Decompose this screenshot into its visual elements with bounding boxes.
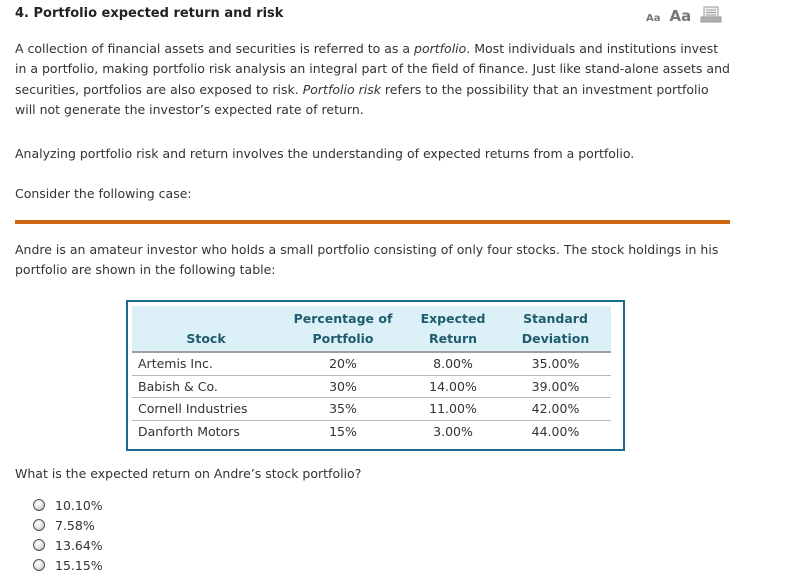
cell-stock: Artemis Inc.	[132, 352, 280, 376]
option-label[interactable]: 10.10%	[55, 497, 103, 513]
radio-button[interactable]	[33, 559, 45, 571]
cell-percentage: 35%	[280, 397, 406, 421]
table-row: Cornell Industries 35% 11.00% 42.00%	[132, 397, 611, 421]
cell-stock: Danforth Motors	[138, 423, 240, 439]
option-label[interactable]: 7.58%	[55, 517, 95, 533]
cell-stock: Cornell Industries	[132, 397, 280, 421]
analysis-paragraph: Analyzing portfolio risk and return invo…	[15, 146, 635, 161]
radio-button[interactable]	[33, 499, 45, 511]
cell-expected-return: 8.00%	[406, 352, 500, 376]
cell-expected-return: 14.00%	[406, 375, 500, 398]
option-label[interactable]: 15.15%	[55, 557, 103, 573]
table-row: Artemis Inc. 20% 8.00% 35.00%	[132, 352, 611, 376]
holdings-table-container: Stock Percentage of Portfolio Expected Ret…	[126, 300, 625, 451]
cell-expected-return: 11.00%	[406, 397, 500, 421]
cell-std-dev: 35.00%	[500, 352, 611, 376]
cell-std-dev: 42.00%	[500, 397, 611, 421]
toolbar: Aa Aa	[646, 5, 722, 25]
question-title: 4. Portfolio expected return and risk	[15, 6, 284, 21]
table-row: Babish & Co. 30% 14.00% 39.00%	[132, 375, 611, 398]
case-paragraph: Andre is an amateur investor who holds a…	[15, 242, 719, 278]
header-percentage: Percentage of Portfolio	[280, 306, 406, 353]
section-divider	[15, 220, 730, 224]
table-header-row: Stock Percentage of Portfolio Expected Ret…	[132, 306, 611, 353]
cell-std-dev: 44.00%	[531, 423, 580, 439]
term-portfolio: portfolio	[414, 41, 467, 56]
intro-text: A collection of financial assets and sec…	[15, 41, 415, 56]
answer-option[interactable]: 10.10%	[33, 495, 103, 515]
cell-percentage: 30%	[280, 375, 406, 398]
decrease-font-button[interactable]: Aa	[646, 13, 661, 24]
consider-paragraph: Consider the following case:	[15, 186, 192, 201]
cell-expected-return: 3.00%	[433, 423, 473, 439]
radio-button[interactable]	[33, 519, 45, 531]
term-portfolio-risk: Portfolio risk	[302, 81, 381, 97]
table-row: Danforth Motors 15% 3.00% 44.00%	[132, 420, 611, 442]
question-prompt: What is the expected return on Andre’s s…	[15, 466, 362, 481]
option-label[interactable]: 13.64%	[55, 537, 103, 553]
increase-font-button[interactable]: Aa	[669, 7, 692, 25]
holdings-table: Stock Percentage of Portfolio Expected Ret…	[132, 306, 611, 442]
answer-option[interactable]: 7.58%	[33, 515, 103, 535]
intro-text: refers to the possibility that an invest…	[15, 81, 709, 117]
intro-text: . Most individuals and institutions inve…	[15, 41, 730, 97]
header-std-dev: Standard Deviation	[500, 306, 611, 353]
cell-stock: Babish & Co.	[132, 375, 280, 398]
print-button[interactable]	[700, 5, 722, 25]
answer-options: 10.10% 7.58% 13.64% 15.15%	[33, 495, 103, 575]
header-expected-return: Expected Return	[406, 306, 500, 353]
radio-button[interactable]	[33, 539, 45, 551]
cell-percentage: 15%	[329, 423, 357, 439]
print-icon	[700, 6, 722, 23]
cell-std-dev: 39.00%	[500, 375, 611, 398]
answer-option[interactable]: 13.64%	[33, 535, 103, 555]
intro-paragraph: A collection of financial assets and sec…	[15, 39, 730, 120]
header-stock: Stock	[132, 306, 280, 353]
cell-percentage: 20%	[280, 352, 406, 376]
answer-option[interactable]: 15.15%	[33, 555, 103, 575]
